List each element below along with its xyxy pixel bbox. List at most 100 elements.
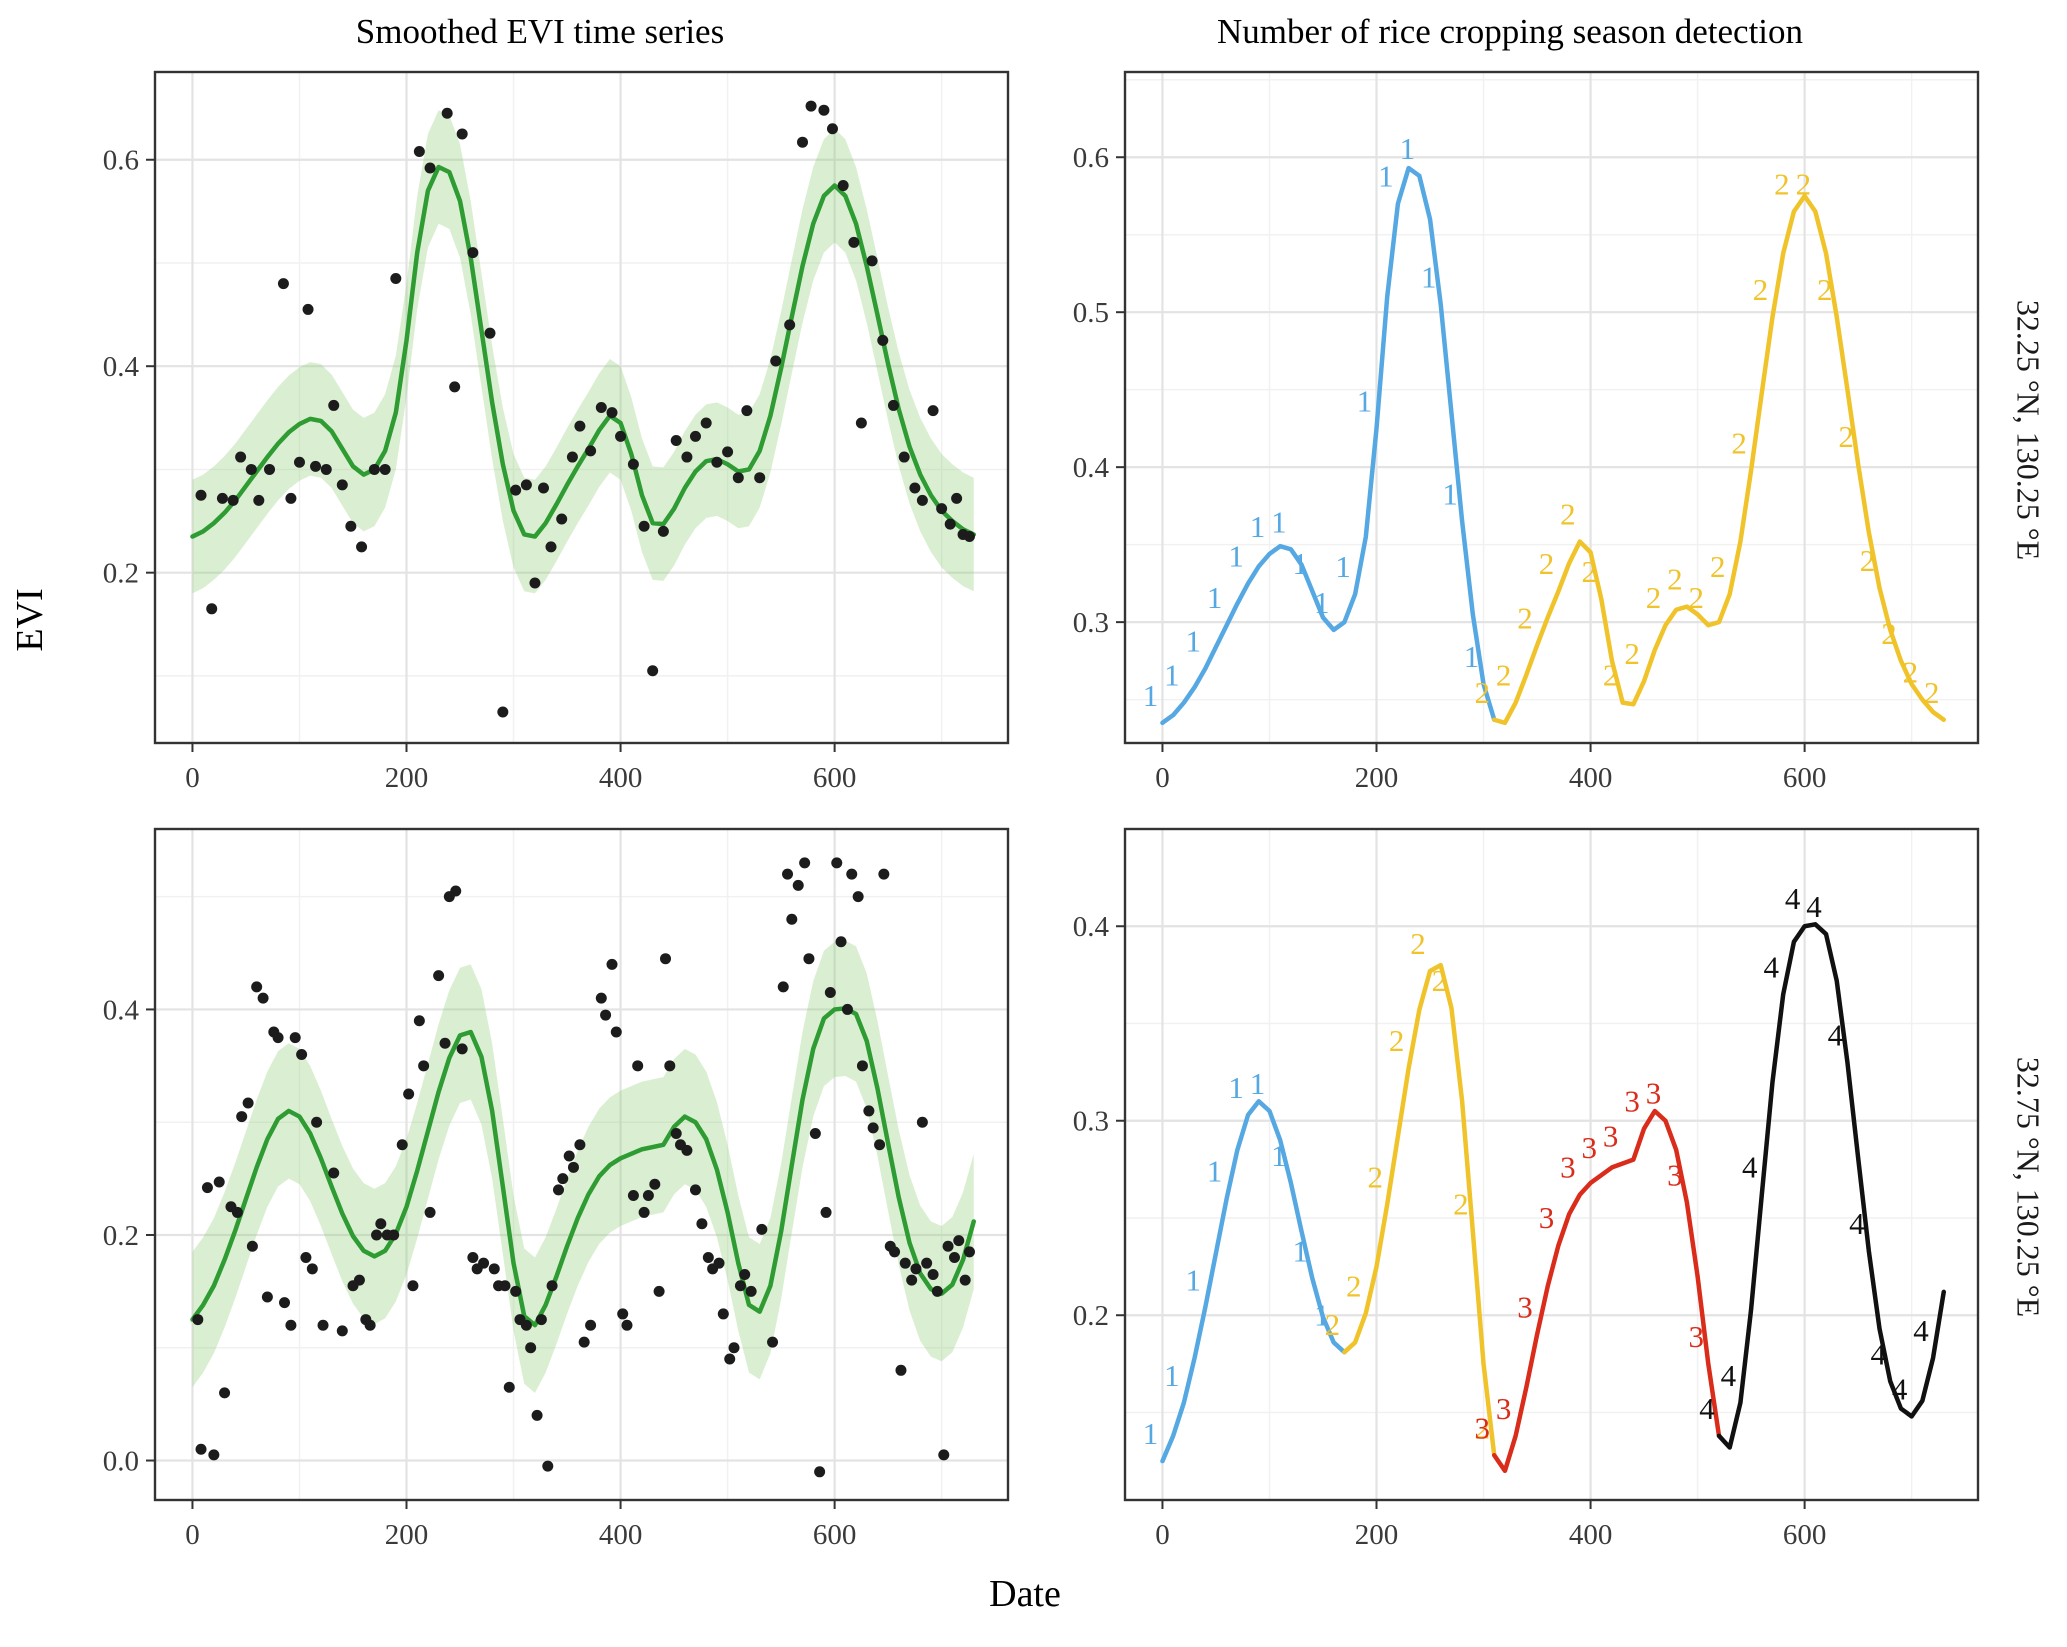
svg-text:1: 1: [1186, 1262, 1202, 1297]
svg-text:600: 600: [813, 762, 857, 794]
series-line-1: [1160, 1099, 1347, 1464]
facet-label-row1: 32.25 °N, 130.25 °E: [2010, 299, 2047, 561]
svg-text:2: 2: [1817, 272, 1833, 307]
svg-text:4: 4: [1742, 1150, 1758, 1185]
smoothed-lines: [1160, 165, 1947, 726]
svg-text:0.3: 0.3: [1073, 1106, 1109, 1138]
panel-evi-timeseries-north: 0 200 400 600 0.2 0.4 0.6: [103, 70, 1010, 794]
svg-text:4: 4: [1849, 1206, 1865, 1241]
svg-text:4: 4: [1721, 1358, 1737, 1393]
y-axis-title: EVI: [9, 588, 51, 652]
svg-text:1: 1: [1143, 678, 1159, 713]
x-axis-title: Date: [989, 1573, 1061, 1615]
svg-text:0: 0: [185, 1519, 200, 1551]
svg-text:1: 1: [1250, 1066, 1266, 1101]
svg-text:3: 3: [1496, 1391, 1512, 1426]
axis-ticks: 0 200 400 600 0.0 0.2 0.4: [103, 994, 857, 1551]
svg-text:2: 2: [1582, 554, 1598, 589]
smoothed-lines: [1160, 922, 1947, 1474]
svg-text:2: 2: [1689, 580, 1705, 615]
svg-text:1: 1: [1186, 624, 1202, 659]
svg-text:1: 1: [1207, 1154, 1223, 1189]
gridlines: [1125, 828, 1978, 1500]
svg-text:3: 3: [1560, 1150, 1576, 1185]
svg-text:2: 2: [1667, 562, 1683, 597]
svg-text:2: 2: [1774, 166, 1790, 201]
svg-text:4: 4: [1806, 889, 1822, 924]
svg-text:1: 1: [1207, 580, 1223, 615]
svg-text:1: 1: [1228, 538, 1244, 573]
gridlines: [155, 72, 1008, 743]
panel-border: [153, 827, 1010, 1502]
svg-text:2: 2: [1881, 616, 1897, 651]
panel-background: [155, 829, 1008, 1500]
panel-border: [1123, 827, 1980, 1502]
svg-text:400: 400: [599, 1519, 643, 1551]
series-line-2: [1491, 193, 1947, 726]
panel-background: [1125, 72, 1978, 743]
panel-border: [153, 70, 1010, 745]
svg-text:0.5: 0.5: [1073, 297, 1109, 329]
svg-text:2: 2: [1710, 549, 1726, 584]
svg-text:3: 3: [1517, 1290, 1533, 1325]
svg-text:2: 2: [1410, 926, 1426, 961]
svg-text:1: 1: [1271, 504, 1287, 539]
svg-text:200: 200: [1355, 1519, 1399, 1551]
svg-text:2: 2: [1646, 580, 1662, 615]
svg-text:4: 4: [1828, 1017, 1844, 1052]
svg-text:400: 400: [1569, 762, 1613, 794]
svg-text:0.6: 0.6: [103, 145, 139, 177]
svg-text:600: 600: [813, 1519, 857, 1551]
svg-text:0.2: 0.2: [103, 1220, 139, 1252]
svg-text:200: 200: [385, 1519, 429, 1551]
svg-text:0.4: 0.4: [1073, 452, 1110, 484]
svg-text:3: 3: [1539, 1200, 1555, 1235]
svg-text:1: 1: [1421, 259, 1437, 294]
svg-text:1: 1: [1164, 658, 1180, 693]
svg-text:400: 400: [1569, 1519, 1613, 1551]
svg-text:1: 1: [1442, 476, 1458, 511]
svg-text:0.4: 0.4: [103, 351, 140, 383]
svg-text:1: 1: [1250, 509, 1266, 544]
panel-background: [1125, 829, 1978, 1500]
confidence-ribbon: [192, 940, 974, 1393]
svg-text:200: 200: [1355, 762, 1399, 794]
svg-text:1: 1: [1357, 383, 1373, 418]
svg-text:1: 1: [1293, 1233, 1309, 1268]
svg-text:0: 0: [1155, 1519, 1170, 1551]
svg-text:2: 2: [1517, 600, 1533, 635]
svg-text:3: 3: [1603, 1119, 1619, 1154]
svg-text:3: 3: [1689, 1319, 1705, 1354]
column-title-smoothed-evi: Smoothed EVI time series: [355, 12, 725, 51]
svg-text:0.4: 0.4: [103, 994, 140, 1026]
series-line-3: [1491, 1108, 1722, 1474]
svg-text:1: 1: [1271, 1138, 1287, 1173]
svg-text:2: 2: [1389, 1023, 1405, 1058]
svg-text:3: 3: [1582, 1130, 1598, 1165]
svg-text:2: 2: [1367, 1159, 1383, 1194]
svg-text:2: 2: [1453, 1187, 1469, 1222]
svg-text:2: 2: [1903, 655, 1919, 690]
column-title-season-detection: Number of rice cropping season detection: [1216, 12, 1804, 51]
smoothed-lines: [190, 164, 977, 539]
gridlines: [155, 829, 1008, 1500]
svg-text:1: 1: [1464, 639, 1480, 674]
series-line-4: [1716, 922, 1947, 1450]
svg-text:1: 1: [1378, 159, 1394, 194]
svg-text:4: 4: [1892, 1371, 1908, 1406]
axis-ticks: 0 200 400 600 0.2 0.3 0.4: [1073, 911, 1827, 1551]
svg-text:0.6: 0.6: [1073, 142, 1109, 174]
svg-text:2: 2: [1346, 1268, 1362, 1303]
svg-text:3: 3: [1474, 1410, 1490, 1445]
svg-text:0: 0: [1155, 762, 1170, 794]
svg-text:3: 3: [1646, 1076, 1662, 1111]
svg-text:2: 2: [1474, 1410, 1490, 1445]
panel-border: [1123, 70, 1980, 745]
panel-background: [155, 72, 1008, 743]
svg-text:2: 2: [1560, 497, 1576, 532]
svg-text:4: 4: [1699, 1391, 1715, 1426]
svg-text:1: 1: [1314, 1297, 1330, 1332]
